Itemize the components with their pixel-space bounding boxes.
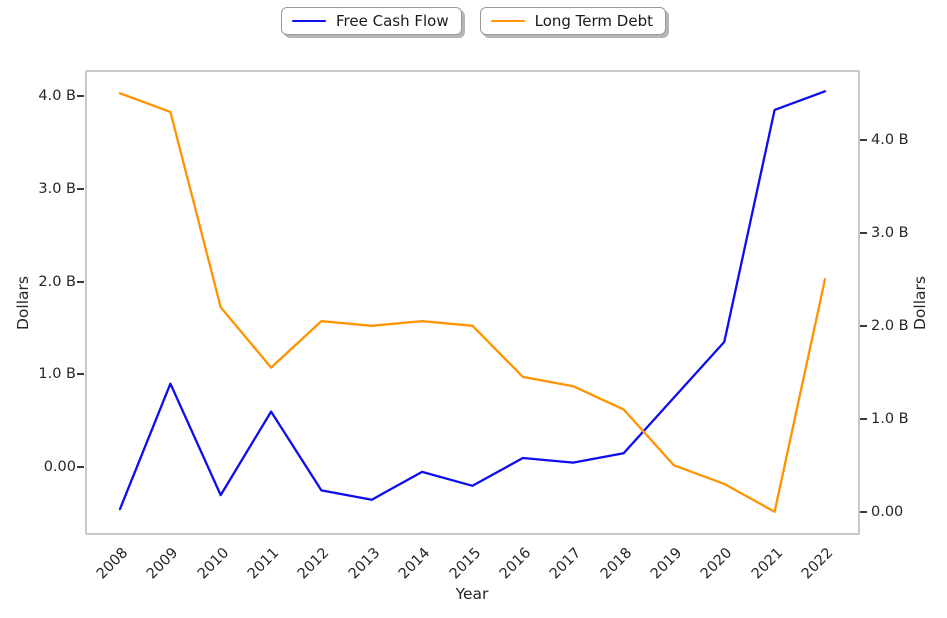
legend-line-swatch (292, 19, 326, 23)
y-tick-label-left: 0.00 (43, 459, 76, 476)
y-tick-label-left: 2.0 B (38, 273, 76, 290)
y-tick-mark-left (77, 373, 84, 376)
legend-line-swatch (490, 19, 525, 23)
x-tick-label: 2012 (295, 545, 333, 583)
legend-label: Long Term Debt (534, 12, 653, 30)
y-tick-mark-left (77, 466, 84, 469)
y-tick-label-left: 4.0 B (38, 87, 76, 104)
y-axis-label-right: Dollars (911, 276, 929, 330)
x-tick-label: 2010 (194, 545, 233, 583)
x-axis-label: Year (455, 585, 489, 603)
x-tick-label: 2016 (496, 545, 535, 583)
y-tick-mark-left (77, 280, 84, 283)
y-tick-mark-right (860, 231, 867, 234)
y-tick-label-left: 1.0 B (38, 366, 76, 383)
legend-item-long-term-debt: Long Term Debt (479, 7, 666, 35)
plot-area (85, 70, 860, 535)
series-line-free-cash-flow (118, 90, 827, 511)
y-tick-mark-right (860, 417, 867, 420)
x-tick-label: 2009 (144, 545, 182, 583)
x-tick-label: 2021 (748, 545, 786, 583)
x-tick-label: 2018 (597, 545, 635, 583)
y-tick-label-right: 4.0 B (871, 131, 909, 148)
x-tick-label: 2020 (698, 545, 736, 583)
legend-label: Free Cash Flow (336, 12, 449, 30)
series-canvas (118, 90, 827, 513)
y-axis-label-left: Dollars (14, 276, 32, 330)
y-tick-label-right: 0.00 (871, 503, 904, 520)
legend-item-free-cash-flow: Free Cash Flow (281, 7, 462, 35)
y-tick-label-right: 3.0 B (871, 224, 909, 241)
x-tick-label: 2019 (647, 545, 686, 583)
x-tick-label: 2011 (244, 545, 283, 583)
y-tick-label-right: 2.0 B (871, 317, 909, 334)
x-tick-label: 2017 (547, 545, 585, 583)
y-tick-label-right: 1.0 B (871, 410, 909, 427)
x-tick-label: 2014 (396, 545, 434, 583)
series-line-long-term-debt (118, 92, 827, 513)
y-tick-label-left: 3.0 B (38, 180, 76, 197)
y-tick-mark-right (860, 324, 867, 327)
x-tick-label: 2015 (446, 545, 484, 583)
legend: Free Cash Flow Long Term Debt (0, 7, 947, 35)
y-tick-mark-right (860, 510, 867, 513)
y-tick-mark-right (860, 138, 867, 141)
y-tick-mark-left (77, 94, 84, 97)
x-tick-label: 2013 (345, 545, 384, 583)
y-tick-mark-left (77, 187, 84, 190)
x-tick-label: 2022 (798, 545, 837, 583)
x-tick-label: 2008 (93, 545, 132, 583)
